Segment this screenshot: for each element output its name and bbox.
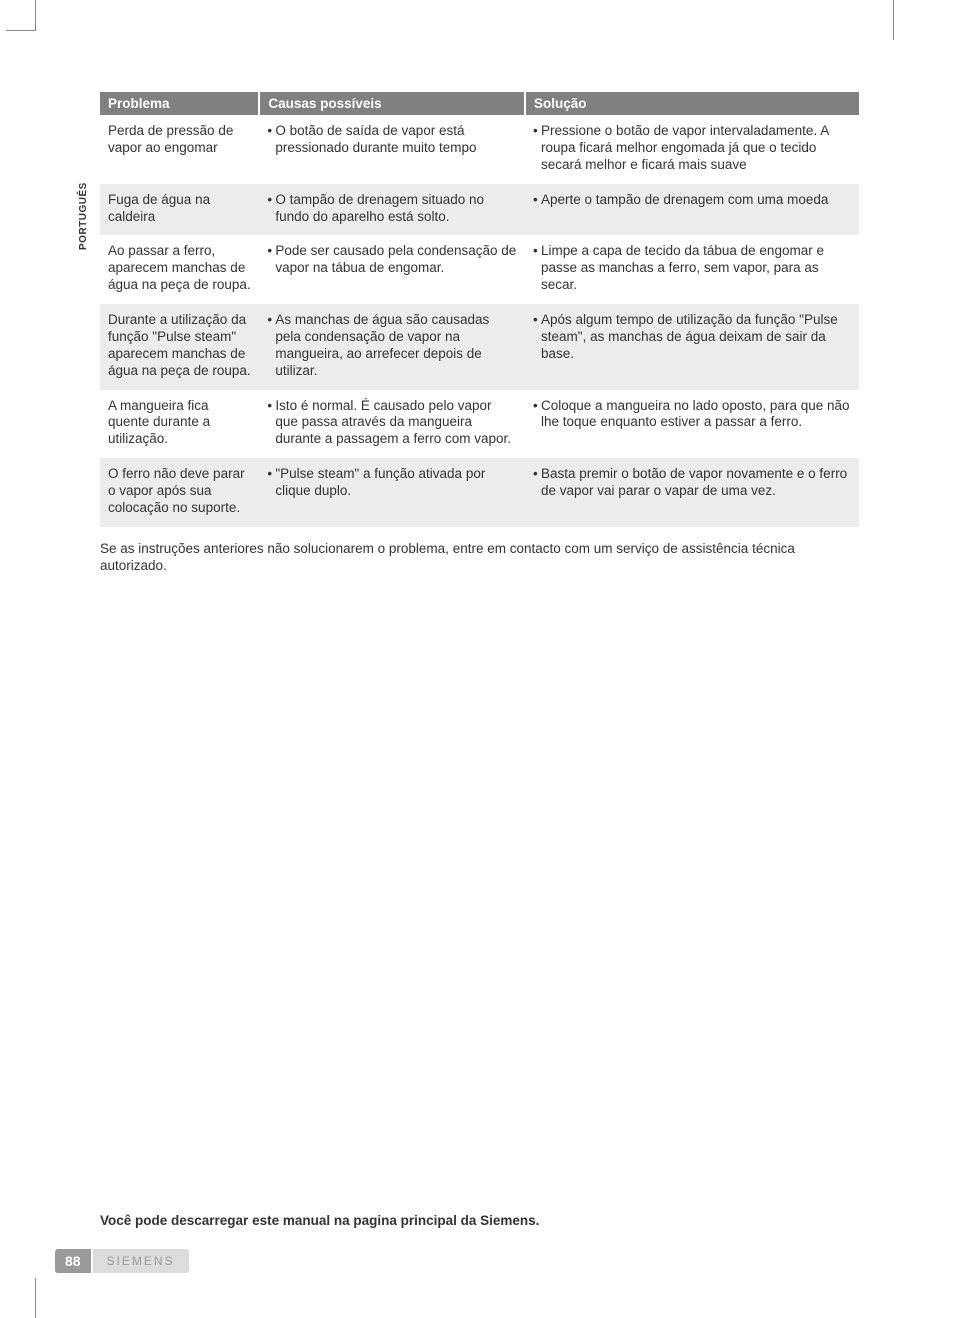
cause-item: • As manchas de água são causadas pela c… (267, 312, 517, 380)
cell-solution: • Após algum tempo de utilização da funç… (525, 304, 859, 390)
solution-text: Aperte o tampão de drenagem com uma moed… (541, 192, 851, 209)
header-causes: Causas possíveis (259, 92, 525, 115)
solution-text: Basta premir o botão de vapor novamente … (541, 466, 851, 500)
after-table-note: Se as instruções anteriores não solucion… (100, 541, 859, 575)
solution-text: Pressione o botão de vapor intervaladame… (541, 123, 851, 174)
cell-solution: • Basta premir o botão de vapor novament… (525, 458, 859, 527)
download-note: Você pode descarregar este manual na pag… (100, 1213, 539, 1228)
page-number: 88 (55, 1249, 91, 1273)
cause-item: • "Pulse steam" a função ativada por cli… (267, 466, 517, 500)
page-footer: 88 SIEMENS (55, 1249, 189, 1273)
solution-item: • Após algum tempo de utilização da funç… (533, 312, 851, 363)
cell-causes: • O tampão de drenagem situado no fundo … (259, 184, 525, 236)
bullet-icon: • (267, 466, 275, 500)
cell-problem: A mangueira fica quente durante a utiliz… (100, 390, 259, 459)
table-row: Perda de pressão de vapor ao engomar• O … (100, 115, 859, 184)
solution-item: • Pressione o botão de vapor intervalada… (533, 123, 851, 174)
solution-item: • Limpe a capa de tecido da tábua de eng… (533, 243, 851, 294)
cause-text: Isto é normal. É causado pelo vapor que … (275, 398, 517, 449)
cell-causes: • Pode ser causado pela condensação de v… (259, 235, 525, 304)
cell-solution: • Pressione o botão de vapor intervalada… (525, 115, 859, 184)
cause-item: • O tampão de drenagem situado no fundo … (267, 192, 517, 226)
solution-text: Limpe a capa de tecido da tábua de engom… (541, 243, 851, 294)
troubleshooting-table: Problema Causas possíveis Solução Perda … (100, 92, 859, 527)
cell-causes: • As manchas de água são causadas pela c… (259, 304, 525, 390)
table-row: Durante a utilização da função "Pulse st… (100, 304, 859, 390)
table-row: Ao passar a ferro, aparecem manchas de á… (100, 235, 859, 304)
cell-solution: • Aperte o tampão de drenagem com uma mo… (525, 184, 859, 236)
brand-badge: SIEMENS (93, 1249, 189, 1273)
bullet-icon: • (533, 123, 541, 174)
cause-text: Pode ser causado pela condensação de vap… (275, 243, 517, 277)
cell-problem: O ferro não deve parar o vapor após sua … (100, 458, 259, 527)
cell-solution: • Limpe a capa de tecido da tábua de eng… (525, 235, 859, 304)
header-problem: Problema (100, 92, 259, 115)
cell-problem: Fuga de água na caldeira (100, 184, 259, 236)
bullet-icon: • (267, 398, 275, 449)
bullet-icon: • (267, 192, 275, 226)
bullet-icon: • (267, 312, 275, 380)
solution-item: • Basta premir o botão de vapor novament… (533, 466, 851, 500)
cause-text: O tampão de drenagem situado no fundo do… (275, 192, 517, 226)
cause-text: "Pulse steam" a função ativada por cliqu… (275, 466, 517, 500)
cell-causes: • O botão de saída de vapor está pressio… (259, 115, 525, 184)
table-header-row: Problema Causas possíveis Solução (100, 92, 859, 115)
bullet-icon: • (533, 398, 541, 432)
cause-item: • Isto é normal. É causado pelo vapor qu… (267, 398, 517, 449)
cause-item: • Pode ser causado pela condensação de v… (267, 243, 517, 277)
cause-item: • O botão de saída de vapor está pressio… (267, 123, 517, 157)
page-content: Problema Causas possíveis Solução Perda … (0, 0, 954, 1318)
cell-causes: • Isto é normal. É causado pelo vapor qu… (259, 390, 525, 459)
cell-problem: Ao passar a ferro, aparecem manchas de á… (100, 235, 259, 304)
table-row: O ferro não deve parar o vapor após sua … (100, 458, 859, 527)
solution-text: Coloque a mangueira no lado oposto, para… (541, 398, 851, 432)
bullet-icon: • (267, 123, 275, 157)
cell-solution: • Coloque a mangueira no lado oposto, pa… (525, 390, 859, 459)
header-solution: Solução (525, 92, 859, 115)
solution-text: Após algum tempo de utilização da função… (541, 312, 851, 363)
cell-causes: • "Pulse steam" a função ativada por cli… (259, 458, 525, 527)
solution-item: • Aperte o tampão de drenagem com uma mo… (533, 192, 851, 209)
cell-problem: Durante a utilização da função "Pulse st… (100, 304, 259, 390)
bullet-icon: • (533, 243, 541, 294)
solution-item: • Coloque a mangueira no lado oposto, pa… (533, 398, 851, 432)
bullet-icon: • (533, 192, 541, 209)
cell-problem: Perda de pressão de vapor ao engomar (100, 115, 259, 184)
cause-text: As manchas de água são causadas pela con… (275, 312, 517, 380)
bullet-icon: • (267, 243, 275, 277)
cause-text: O botão de saída de vapor está pressiona… (275, 123, 517, 157)
bullet-icon: • (533, 466, 541, 500)
bullet-icon: • (533, 312, 541, 363)
table-row: Fuga de água na caldeira• O tampão de dr… (100, 184, 859, 236)
table-row: A mangueira fica quente durante a utiliz… (100, 390, 859, 459)
